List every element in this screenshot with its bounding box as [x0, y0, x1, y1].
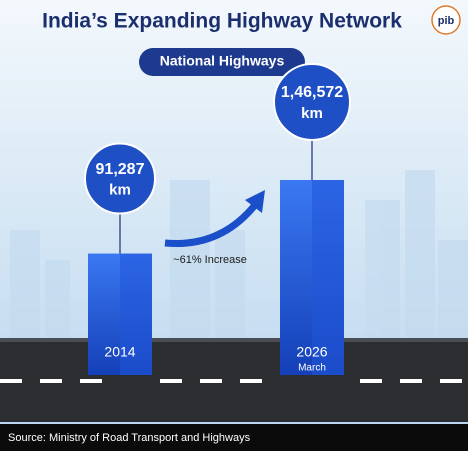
- subtitle: National Highways: [160, 53, 285, 69]
- source: Source: Ministry of Road Transport and H…: [8, 432, 251, 444]
- value-unit: km: [301, 105, 323, 122]
- footer: [0, 424, 468, 451]
- increase-arrow: [164, 202, 258, 248]
- lane-dashes: [0, 379, 462, 383]
- value-label: 91,287: [96, 161, 145, 178]
- bar-face: [120, 253, 152, 375]
- arrow-head: [245, 190, 265, 213]
- chart-title: India’s Expanding Highway Network: [42, 10, 402, 33]
- value-label: 1,46,572: [281, 84, 343, 101]
- value-unit: km: [109, 182, 131, 199]
- skyline: [10, 170, 468, 340]
- logo: pib: [438, 15, 455, 27]
- road-edge: [0, 338, 468, 342]
- value-badge: [273, 63, 351, 141]
- annotation: ~61% Increase: [173, 254, 247, 266]
- x-tick-label: 2026: [296, 344, 327, 360]
- road: [0, 338, 468, 422]
- x-tick-label: 2014: [104, 344, 135, 360]
- bar-face: [312, 180, 344, 375]
- subtitle-pill: [139, 48, 305, 76]
- x-tick-sublabel: March: [298, 363, 326, 374]
- logo-badge: [431, 5, 461, 35]
- value-badge: [84, 142, 156, 215]
